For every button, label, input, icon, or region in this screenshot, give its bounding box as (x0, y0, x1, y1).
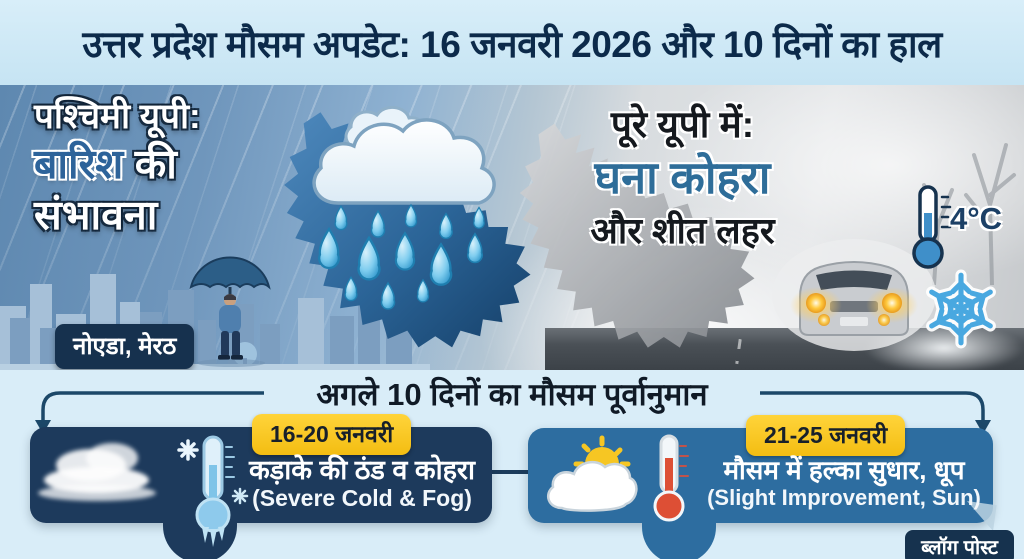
card-bump (642, 518, 716, 559)
forecast-section: अगले 10 दिनों का मौसम पूर्वानुमान (0, 370, 1024, 559)
thermometer-cold-icon (912, 185, 952, 269)
blog-post-badge: ब्लॉग पोस्ट (905, 530, 1014, 559)
location-badge: नोएडा, मेरठ (55, 324, 195, 369)
left-headline-line3: संभावना (34, 192, 158, 238)
forecast-card-improvement: 21-25 जनवरी मौसम में हल्का सुधार, धूप (S… (528, 415, 997, 559)
temperature-label: 4°C (950, 201, 1003, 236)
page-title: उत्तर प्रदेश मौसम अपडेट: 16 जनवरी 2026 औ… (82, 24, 942, 65)
left-headline-highlight: बारिश (34, 140, 124, 187)
forecast-title: अगले 10 दिनों का मौसम पूर्वानुमान (316, 377, 708, 412)
up-map-gray-icon (519, 123, 755, 348)
right-headline-line3: और शीत लहर (590, 209, 775, 251)
right-headline: पूरे यूपी में: घना कोहरा और शीत लहर (560, 101, 805, 254)
sun-cloud-icon (546, 435, 638, 512)
right-headline-line1: पूरे यूपी में: (610, 104, 755, 145)
header-bar: उत्तर प्रदेश मौसम अपडेट: 16 जनवरी 2026 औ… (0, 0, 1024, 85)
left-headline: पश्चिमी यूपी: बारिश की संभावना (34, 95, 201, 241)
rain-cloud-icon (312, 106, 496, 310)
snowflake-icon (920, 268, 1002, 350)
main-scene: पश्चिमी यूपी: बारिश की संभावना पूरे यूपी… (0, 85, 1024, 370)
date-badge-cold: 16-20 जनवरी (252, 414, 412, 455)
forecast-card-cold: 16-20 जनवरी कड़ाके की ठंड व कोहरा (Sever… (30, 414, 492, 559)
left-headline-line2-rest: की (123, 140, 177, 187)
warm-thermometer-icon (653, 434, 689, 522)
right-headline-highlight: घना कोहरा (594, 152, 771, 204)
card-connector-line (492, 470, 529, 474)
card-cold-title-english: (Severe Cold & Fog) (252, 485, 472, 511)
fog-cloud-icon (38, 441, 158, 509)
card-cold-title-hindi: कड़ाके की ठंड व कोहरा (249, 455, 475, 485)
car-fog-icon (772, 239, 936, 351)
left-headline-line1: पश्चिमी यूपी: (34, 97, 201, 136)
card-improvement-title-english: (Slight Improvement, Sun) (707, 485, 981, 510)
umbrella-person-icon (189, 256, 271, 367)
frozen-thermometer-icon (177, 435, 249, 547)
card-improvement-title-hindi: मौसम में हल्का सुधार, धूप (723, 455, 965, 485)
date-badge-improvement: 21-25 जनवरी (746, 415, 906, 456)
